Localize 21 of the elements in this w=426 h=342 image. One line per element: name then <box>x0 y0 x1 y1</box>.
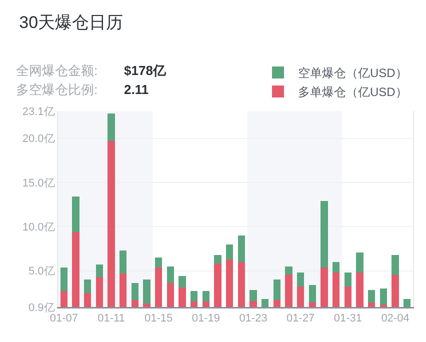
x-tick-label: 01-31 <box>334 312 362 325</box>
x-tick-label: 01-19 <box>192 312 220 325</box>
text: $178亿 <box>124 63 167 78</box>
y-tick-label: 0.9亿 <box>28 302 55 314</box>
x-tick-label: 02-04 <box>381 312 410 325</box>
x-tick-label: 01-07 <box>50 312 78 325</box>
x-tick-label: 01-11 <box>98 312 125 325</box>
x-tick-label: 01-27 <box>286 312 315 325</box>
text: 全网爆仓金额: <box>16 63 98 78</box>
legend-label: 多单爆仓（亿USD） <box>298 85 408 100</box>
text: 多空爆仓比例: <box>16 82 98 97</box>
chart-title: 30天爆仓日历 <box>19 12 124 32</box>
text: 2.11 <box>124 82 149 97</box>
y-tick-label: 20.0亿 <box>22 133 55 146</box>
x-tick-label: 01-23 <box>239 312 268 325</box>
y-tick-label: 23.1亿 <box>22 106 55 118</box>
y-tick-label: 5.0亿 <box>28 266 55 278</box>
x-tick-label: 01-15 <box>144 312 173 325</box>
y-tick-label: 10.0亿 <box>22 222 55 234</box>
y-tick-label: 15.0亿 <box>22 177 55 190</box>
legend-label: 空单爆仓（亿USD） <box>298 66 408 80</box>
